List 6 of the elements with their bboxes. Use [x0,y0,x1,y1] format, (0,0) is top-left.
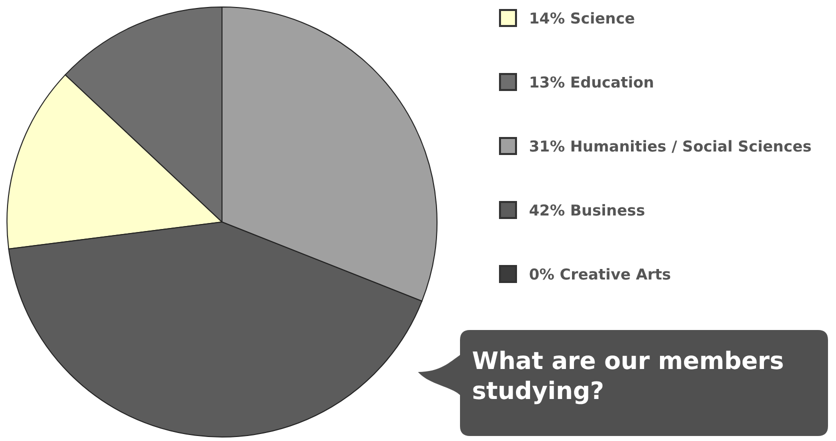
legend-label: 31% Humanities / Social Sciences [529,137,812,156]
text: What are our members studying? [472,347,784,405]
legend-label: 0% Creative Arts [529,265,672,284]
legend-label: 14% Science [529,9,635,28]
legend-label: 13% Education [529,73,654,92]
legend-label: 42% Business [529,201,646,220]
